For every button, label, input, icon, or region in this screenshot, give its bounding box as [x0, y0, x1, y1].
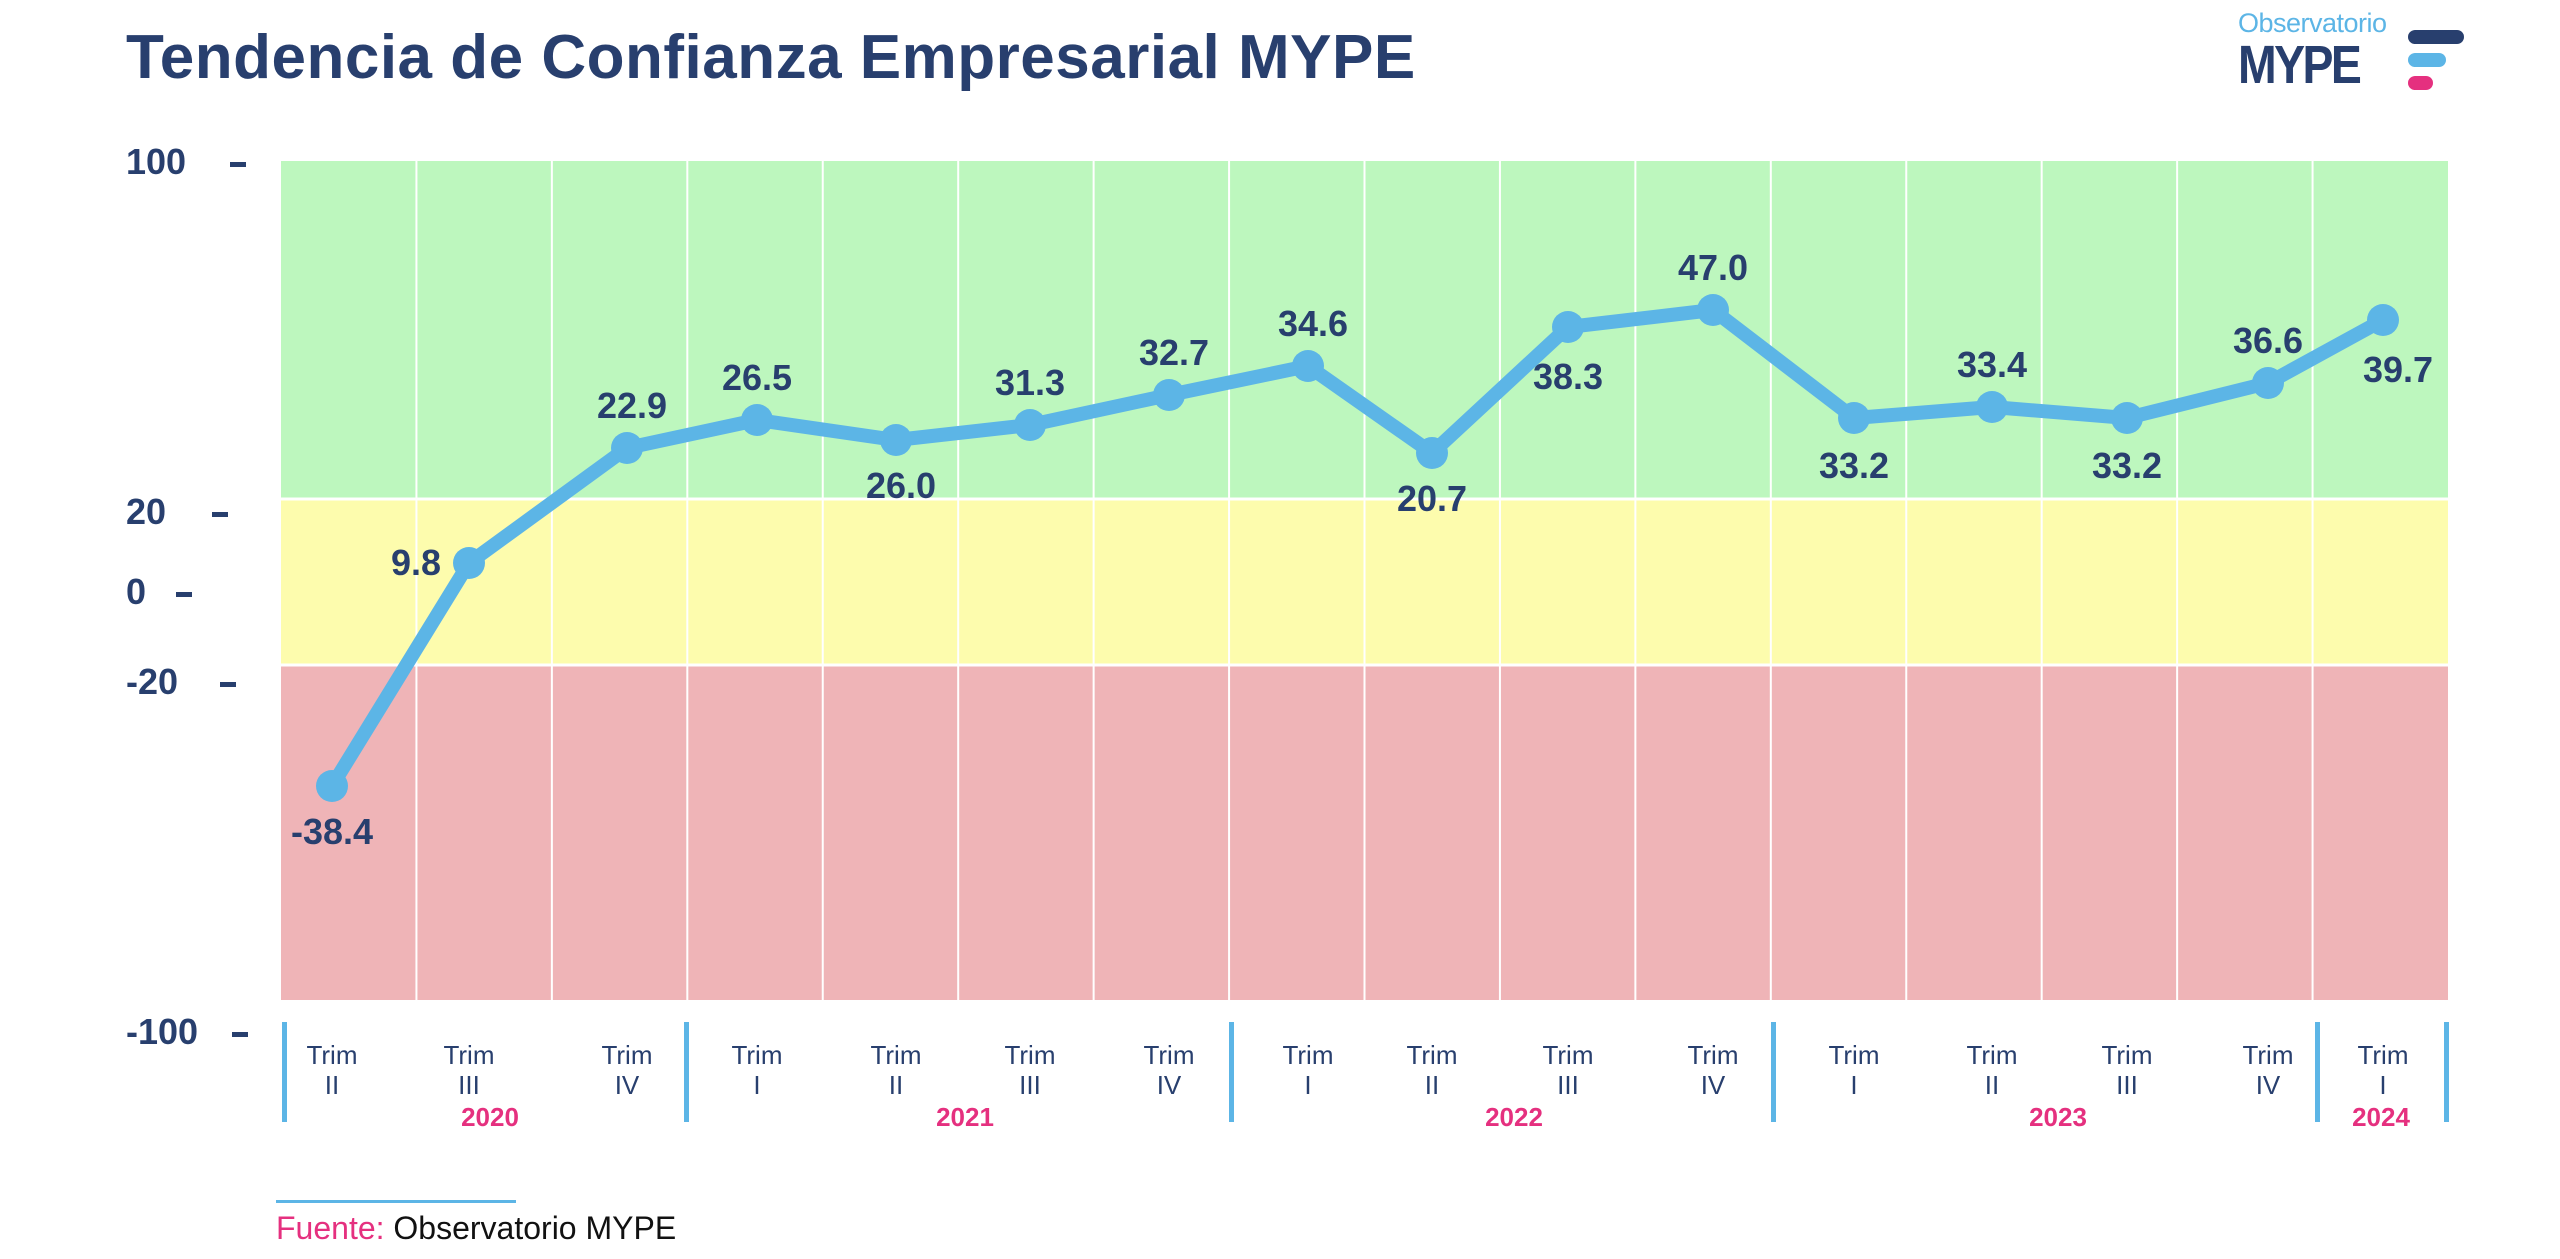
data-point: [1416, 437, 1448, 469]
x-tick-label-quarter: III: [1557, 1070, 1579, 1100]
data-point: [611, 432, 643, 464]
year-label: 2021: [936, 1102, 994, 1132]
data-point: [2367, 304, 2399, 336]
y-tick-label: 20: [126, 492, 229, 532]
x-tick-label-trim: Trim: [1687, 1040, 1738, 1070]
y-tick-label: 100: [126, 142, 247, 182]
source-divider: [276, 1200, 516, 1203]
data-label: 34.6: [1278, 303, 1348, 344]
year-label: 2023: [2029, 1102, 2087, 1132]
x-tick-label-trim: Trim: [731, 1040, 782, 1070]
x-tick-label-quarter: I: [1850, 1070, 1857, 1100]
x-tick-label-quarter: IV: [1701, 1070, 1726, 1100]
data-point: [316, 770, 348, 802]
data-label: 22.9: [597, 385, 667, 426]
data-label: 39.7: [2363, 349, 2433, 390]
x-tick-label-quarter: III: [458, 1070, 480, 1100]
data-label: 47.0: [1678, 247, 1748, 288]
data-label: 36.6: [2233, 320, 2303, 361]
data-point: [1292, 350, 1324, 382]
year-label: 2024: [2352, 1102, 2410, 1132]
x-tick-label-trim: Trim: [1282, 1040, 1333, 1070]
data-point: [2252, 367, 2284, 399]
source-value: Observatorio MYPE: [393, 1210, 677, 1246]
source-note: Fuente: Observatorio MYPE: [276, 1209, 676, 1247]
x-tick-label-trim: Trim: [2357, 1040, 2408, 1070]
x-tick-label-trim: Trim: [1828, 1040, 1879, 1070]
y-tick-label: -100: [126, 1012, 249, 1052]
x-tick-label-trim: Trim: [870, 1040, 921, 1070]
logo-bar-navy: [2408, 30, 2464, 44]
year-separator: [1771, 1022, 1776, 1122]
x-tick-label-quarter: II: [325, 1070, 339, 1100]
data-label: 33.2: [1819, 445, 1889, 486]
data-label: 32.7: [1139, 332, 1209, 373]
data-point: [880, 424, 912, 456]
chart-title: Tendencia de Confianza Empresarial MYPE: [126, 23, 1416, 92]
data-label: -38.4: [291, 811, 373, 852]
x-tick-label-trim: Trim: [443, 1040, 494, 1070]
x-tick-label-quarter: II: [889, 1070, 903, 1100]
data-point: [1838, 402, 1870, 434]
x-tick-label-quarter: III: [1019, 1070, 1041, 1100]
data-point: [1552, 311, 1584, 343]
series-line: [325, 303, 2390, 793]
x-tick-label-quarter: III: [2116, 1070, 2138, 1100]
logo-bar-blue: [2408, 53, 2446, 67]
y-tick-label: 0: [126, 572, 193, 612]
year-separator: [2444, 1022, 2449, 1122]
x-tick-label-quarter: I: [753, 1070, 760, 1100]
logo-main-text: MYPE: [2238, 35, 2362, 95]
data-label: 31.3: [995, 362, 1065, 403]
data-label: 20.7: [1397, 478, 1467, 519]
data-point: [1153, 379, 1185, 411]
year-label: 2020: [461, 1102, 519, 1132]
data-label: 9.8: [391, 542, 441, 583]
x-tick-label-trim: Trim: [1966, 1040, 2017, 1070]
data-label: 33.4: [1957, 344, 2027, 385]
year-separator: [282, 1022, 287, 1122]
data-label: 26.5: [722, 357, 792, 398]
x-tick-label-trim: Trim: [1143, 1040, 1194, 1070]
x-tick-label-quarter: I: [2379, 1070, 2386, 1100]
x-tick-label-quarter: IV: [1157, 1070, 1182, 1100]
data-point: [1014, 409, 1046, 441]
year-label: 2022: [1485, 1102, 1543, 1132]
x-tick-label-trim: Trim: [306, 1040, 357, 1070]
data-point: [2111, 402, 2143, 434]
x-tick-label-quarter: II: [1985, 1070, 1999, 1100]
y-tick-label: -20: [126, 662, 237, 702]
x-tick-label-trim: Trim: [1406, 1040, 1457, 1070]
data-point: [1697, 294, 1729, 326]
source-label: Fuente:: [276, 1210, 385, 1246]
data-point: [741, 404, 773, 436]
x-tick-label-trim: Trim: [1542, 1040, 1593, 1070]
x-tick-label-quarter: I: [1304, 1070, 1311, 1100]
data-label: 26.0: [866, 465, 936, 506]
x-tick-label-quarter: IV: [2256, 1070, 2281, 1100]
data-point: [1976, 391, 2008, 423]
logo-top-text: Observatorio: [2238, 8, 2387, 38]
data-label: 38.3: [1533, 356, 1603, 397]
data-label: 33.2: [2092, 445, 2162, 486]
x-tick-label-trim: Trim: [1004, 1040, 1055, 1070]
x-tick-label-trim: Trim: [2242, 1040, 2293, 1070]
data-point: [453, 547, 485, 579]
observatorio-mype-logo: Observatorio MYPE: [2238, 8, 2478, 94]
x-tick-label-trim: Trim: [2101, 1040, 2152, 1070]
logo-bar-pink: [2408, 76, 2433, 90]
x-tick-label-quarter: IV: [615, 1070, 640, 1100]
x-tick-label-trim: Trim: [601, 1040, 652, 1070]
year-separator: [684, 1022, 689, 1122]
year-separator: [1229, 1022, 1234, 1122]
x-tick-label-quarter: II: [1425, 1070, 1439, 1100]
year-separator: [2315, 1022, 2320, 1122]
